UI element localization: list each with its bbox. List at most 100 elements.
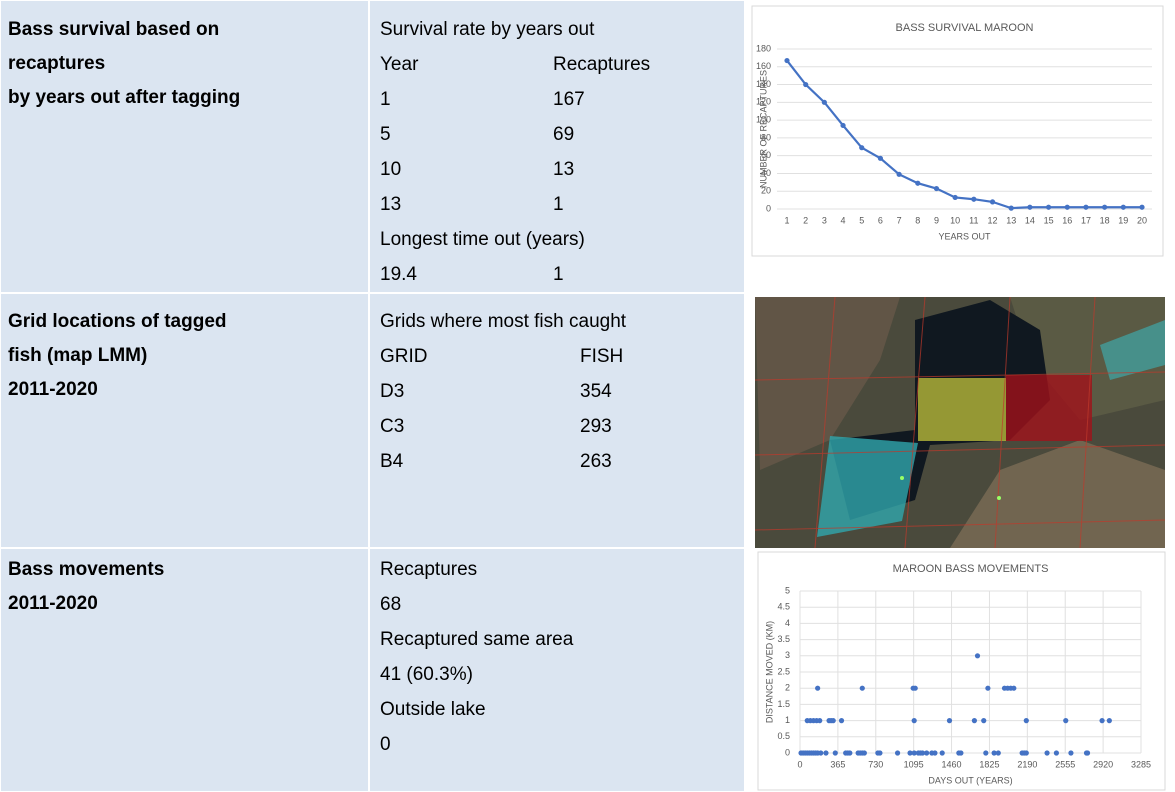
detail-text: GRID — [380, 346, 428, 367]
y-tick-label: 2 — [785, 683, 790, 693]
data-point — [975, 653, 980, 658]
detail-text: 13 — [380, 194, 401, 215]
x-tick-label: 365 — [830, 759, 845, 769]
data-point — [913, 686, 918, 691]
data-point — [915, 181, 920, 186]
data-point — [971, 197, 976, 202]
y-tick-label: 5 — [785, 585, 790, 595]
detail-text: 69 — [553, 124, 574, 145]
y-tick-label: 2.5 — [777, 666, 790, 676]
data-point — [815, 686, 820, 691]
data-point — [932, 750, 937, 755]
detail-text: B4 — [380, 451, 404, 472]
x-tick-label: 16 — [1062, 215, 1072, 225]
x-tick-label: 17 — [1081, 215, 1091, 225]
data-point — [1099, 718, 1104, 723]
detail-text: 13 — [553, 159, 574, 180]
data-point — [1121, 205, 1126, 210]
x-tick-label: 9 — [934, 215, 939, 225]
detail-text: 293 — [580, 416, 612, 437]
data-point — [912, 718, 917, 723]
x-tick-label: 10 — [950, 215, 960, 225]
detail-text: Survival rate by years out — [380, 19, 595, 40]
detail-text: Recaptures — [553, 54, 650, 75]
detail-text: C3 — [380, 416, 404, 437]
data-point — [958, 750, 963, 755]
detail-text: 10 — [380, 159, 401, 180]
x-tick-label: 2920 — [1093, 759, 1113, 769]
row-label: recaptures — [8, 53, 105, 74]
detail-text: FISH — [580, 346, 623, 367]
data-point — [953, 195, 958, 200]
x-tick-label: 14 — [1025, 215, 1035, 225]
detail-text: Year — [380, 54, 419, 75]
document: Bass survival based onrecapturesby years… — [0, 0, 1175, 792]
x-tick-label: 2555 — [1055, 759, 1075, 769]
y-tick-label: 3.5 — [777, 634, 790, 644]
x-tick-label: 8 — [915, 215, 920, 225]
row-label: 2011-2020 — [8, 593, 98, 614]
data-point — [940, 750, 945, 755]
y-tick-label: 0 — [766, 203, 771, 213]
data-point — [972, 718, 977, 723]
data-point — [860, 686, 865, 691]
x-tick-label: 2 — [803, 215, 808, 225]
y-tick-label: 0 — [785, 747, 790, 757]
row-label: by years out after tagging — [8, 87, 240, 108]
x-tick-label: 7 — [897, 215, 902, 225]
data-point — [1027, 205, 1032, 210]
data-point — [840, 123, 845, 128]
chart-title: MAROON BASS MOVEMENTS — [893, 563, 1049, 575]
x-axis-label: YEARS OUT — [938, 231, 991, 241]
x-tick-label: 15 — [1044, 215, 1054, 225]
data-point — [983, 750, 988, 755]
x-tick-label: 12 — [988, 215, 998, 225]
x-tick-label: 20 — [1137, 215, 1147, 225]
x-tick-label: 1825 — [979, 759, 999, 769]
y-tick-label: 1 — [785, 715, 790, 725]
x-tick-label: 3285 — [1131, 759, 1151, 769]
x-tick-label: 19 — [1118, 215, 1128, 225]
detail-text: Longest time out (years) — [380, 229, 585, 250]
y-tick-label: 1.5 — [777, 699, 790, 709]
row-label: Bass movements — [8, 559, 164, 580]
x-axis-label: DAYS OUT (YEARS) — [928, 775, 1012, 785]
data-point — [1068, 750, 1073, 755]
data-point — [847, 750, 852, 755]
y-tick-label: 40 — [761, 168, 771, 178]
data-point — [818, 750, 823, 755]
data-point — [878, 156, 883, 161]
x-tick-label: 2190 — [1017, 759, 1037, 769]
data-point — [822, 100, 827, 105]
x-tick-label: 1460 — [942, 759, 962, 769]
y-tick-label: 80 — [761, 132, 771, 142]
x-tick-label: 3 — [822, 215, 827, 225]
data-point — [1009, 206, 1014, 211]
y-tick-label: 3 — [785, 650, 790, 660]
data-point — [981, 718, 986, 723]
detail-text: 19.4 — [380, 264, 417, 285]
data-point — [947, 718, 952, 723]
row-label: Grid locations of tagged — [8, 311, 227, 332]
y-tick-label: 60 — [761, 150, 771, 160]
detail-text: Grids where most fish caught — [380, 311, 627, 332]
data-point — [803, 82, 808, 87]
y-tick-label: 180 — [756, 43, 771, 53]
lake-map — [755, 297, 1165, 548]
data-point — [1065, 205, 1070, 210]
data-point — [1054, 750, 1059, 755]
x-tick-label: 730 — [868, 759, 883, 769]
label-cell — [0, 0, 369, 293]
y-axis-label: DISTANCE MOVED (KM) — [764, 621, 774, 723]
data-point — [833, 750, 838, 755]
y-tick-label: 100 — [756, 114, 771, 124]
x-tick-label: 18 — [1100, 215, 1110, 225]
x-tick-label: 6 — [878, 215, 883, 225]
label-cell — [0, 548, 369, 792]
detail-text: D3 — [380, 381, 404, 402]
chart-title: BASS SURVIVAL MAROON — [896, 22, 1034, 34]
data-point — [784, 58, 789, 63]
data-point — [1011, 686, 1016, 691]
data-point — [1046, 205, 1051, 210]
data-point — [934, 186, 939, 191]
